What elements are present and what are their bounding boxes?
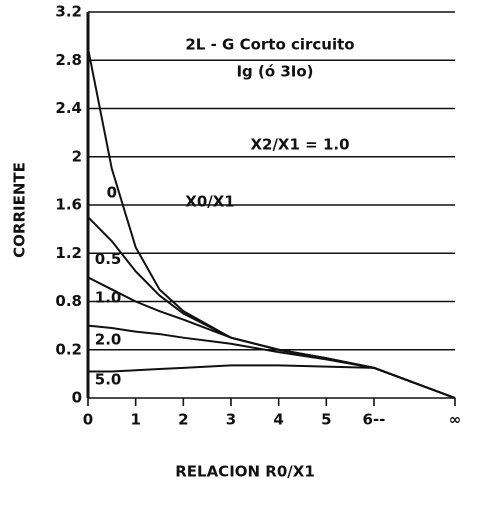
y-tick-label: 2.8 bbox=[55, 51, 82, 69]
x-tick-label: 0 bbox=[83, 411, 93, 429]
series-label: 0.5 bbox=[95, 250, 122, 268]
y-tick-label: 0 bbox=[72, 389, 82, 407]
y-tick-label: 1.2 bbox=[55, 244, 82, 262]
x-tick-label: ∞ bbox=[449, 411, 462, 429]
annotation: X0/X1 bbox=[185, 193, 234, 211]
y-tick-label: 3.2 bbox=[55, 3, 82, 21]
series-label: 1.0 bbox=[95, 288, 122, 306]
x-tick-label: 3 bbox=[226, 411, 236, 429]
curve bbox=[88, 364, 456, 399]
annotation: X2/X1 = 1.0 bbox=[250, 136, 349, 154]
y-tick-label: 2 bbox=[72, 147, 82, 165]
curve bbox=[87, 276, 456, 399]
curve bbox=[87, 324, 456, 399]
x-tick-label: 2 bbox=[178, 411, 188, 429]
y-tick-label: 2.4 bbox=[55, 99, 82, 117]
series-label: 0 bbox=[107, 183, 117, 201]
chart-subtitle: Ig (ó 3Io) bbox=[236, 63, 313, 81]
series-label: 2.0 bbox=[95, 331, 122, 349]
series-label: 5.0 bbox=[95, 370, 122, 388]
x-tick-label: 1 bbox=[130, 411, 140, 429]
curve bbox=[87, 47, 456, 399]
y-tick-label: 0.2 bbox=[55, 340, 82, 358]
y-tick-label: 1.6 bbox=[55, 196, 82, 214]
x-tick-label: 4 bbox=[273, 411, 283, 429]
x-axis-label: RELACION R0/X1 bbox=[175, 463, 315, 481]
y-axis-label: CORRIENTE bbox=[11, 162, 29, 258]
x-tick-label: 5 bbox=[321, 411, 331, 429]
y-tick-label: 0.8 bbox=[55, 292, 82, 310]
x-tick-label: 6-- bbox=[363, 411, 386, 429]
chart-title: 2L - G Corto circuito bbox=[185, 36, 354, 54]
